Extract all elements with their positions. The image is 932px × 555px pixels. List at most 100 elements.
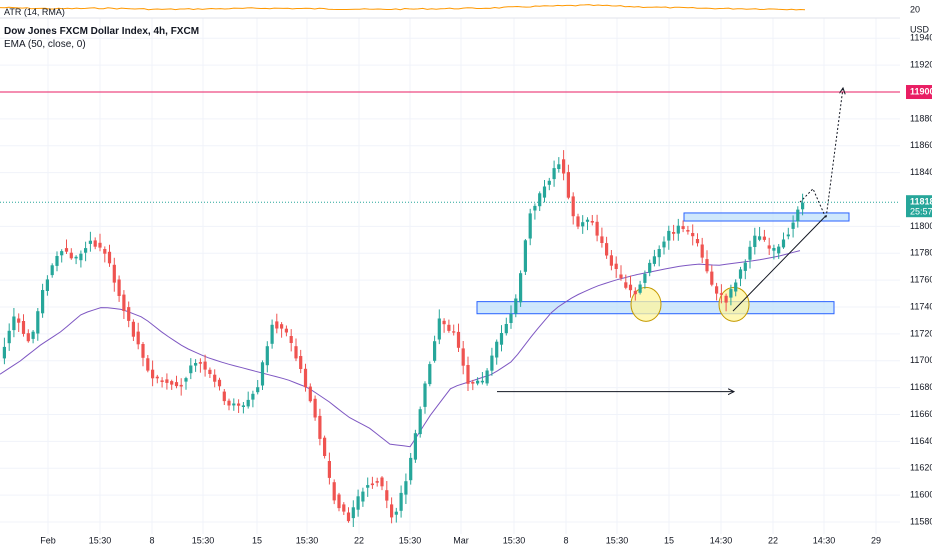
time-tick-label: 29 (871, 535, 881, 545)
symbol-title: Dow Jones FXCM Dollar Index, 4h, FXCM (4, 26, 200, 37)
candle-body (423, 383, 427, 407)
candle-body (208, 369, 212, 374)
candle-body (346, 512, 351, 522)
ema-line-group (0, 250, 801, 448)
candle-body (705, 259, 709, 272)
candle-body (772, 248, 776, 251)
candle-body (93, 240, 97, 247)
atr-legend[interactable]: ATR (14, RMA) (4, 7, 65, 17)
candle-body (758, 236, 762, 240)
candle-body (490, 355, 494, 371)
candle-body (284, 328, 288, 333)
candle-body (595, 221, 599, 236)
time-axis[interactable]: Feb 15:30 8 15:30 15 15:30 22 15:30 Mar 15:30 8 15:… (0, 534, 900, 550)
candle-body (112, 264, 116, 283)
candle-body (260, 362, 265, 386)
candle-body (351, 507, 355, 519)
drawing-annotations[interactable] (497, 88, 843, 392)
candle-body (786, 234, 790, 237)
candle-body (385, 490, 389, 501)
time-tick-label: 22 (768, 535, 778, 545)
candle-body (342, 504, 346, 512)
price-levels (0, 91, 900, 203)
candle-body (366, 485, 370, 488)
candle-body (643, 273, 647, 283)
candle-body (17, 318, 21, 323)
candle-body (375, 481, 379, 483)
candle-body (590, 221, 594, 223)
candle-body (251, 393, 255, 400)
time-tick-label: 14:30 (813, 535, 836, 545)
candle-body (672, 232, 676, 234)
candle-body (280, 324, 284, 329)
candle-body (600, 236, 604, 243)
candle-body (762, 236, 766, 240)
symbol-legend[interactable]: Dow Jones FXCM Dollar Index, 4h, FXCM (4, 26, 199, 37)
candle-body (323, 437, 327, 456)
candle-body (801, 202, 805, 210)
candle-body (657, 249, 661, 258)
candle-body (64, 248, 69, 252)
candle-body (538, 193, 542, 207)
atr-label: ATR (14, RMA) (4, 7, 65, 17)
candle-body (294, 346, 298, 359)
time-tick-label: 22 (354, 535, 364, 545)
candle-body (528, 213, 532, 239)
candle-body (743, 262, 747, 271)
candle-body (103, 249, 107, 254)
candle-body (523, 240, 527, 272)
candle-body (31, 331, 35, 339)
bar-countdown-label: 25:57 (910, 207, 932, 217)
resistance-zone (683, 212, 850, 222)
candle-body (585, 219, 590, 222)
candle-body (738, 269, 743, 279)
resistance-price-label: 11900 (910, 86, 932, 96)
candle-body (433, 341, 437, 361)
price-tick-label: 11600 (910, 490, 932, 500)
candle-body (767, 245, 771, 249)
candle-body (107, 251, 112, 264)
candle-body (289, 336, 293, 343)
candle-body (275, 321, 279, 329)
candle-body (146, 358, 150, 371)
time-axis-bg (0, 534, 900, 550)
candle-body (571, 196, 575, 217)
support-resistance-zones[interactable] (476, 212, 850, 322)
time-tick-label: 15:30 (399, 535, 422, 545)
candle-body (370, 483, 374, 486)
candle-body (69, 252, 73, 259)
candle-body (638, 284, 642, 293)
candle-body (409, 457, 413, 481)
candle-body (174, 382, 179, 387)
candle-body (337, 494, 341, 509)
candle-body (605, 243, 609, 256)
candle-body (413, 433, 417, 460)
price-tick-label: 11680 (910, 382, 932, 392)
time-tick-label: Feb (40, 535, 56, 545)
candle-body (499, 333, 504, 345)
candle-body (26, 333, 30, 342)
candle-body (98, 242, 102, 248)
candle-body (519, 273, 523, 303)
double-bottom-circle-2 (718, 286, 750, 322)
candle-body (74, 256, 78, 259)
candle-body (628, 284, 633, 291)
candle-body (198, 362, 202, 364)
candle-body (652, 256, 656, 264)
candle-body (576, 216, 580, 227)
candle-body (184, 378, 188, 382)
price-tick-label: 11880 (910, 113, 932, 123)
candle-body (691, 233, 695, 237)
atr-axis-tick: 20 (910, 4, 920, 14)
candle-body (203, 361, 207, 370)
candle-body (227, 400, 231, 406)
double-bottom-circle-1 (630, 286, 662, 322)
candle-body (237, 403, 241, 406)
candle-body (566, 172, 570, 198)
ema-legend[interactable]: EMA (50, close, 0) (4, 39, 86, 50)
time-tick-label: 15:30 (606, 535, 629, 545)
